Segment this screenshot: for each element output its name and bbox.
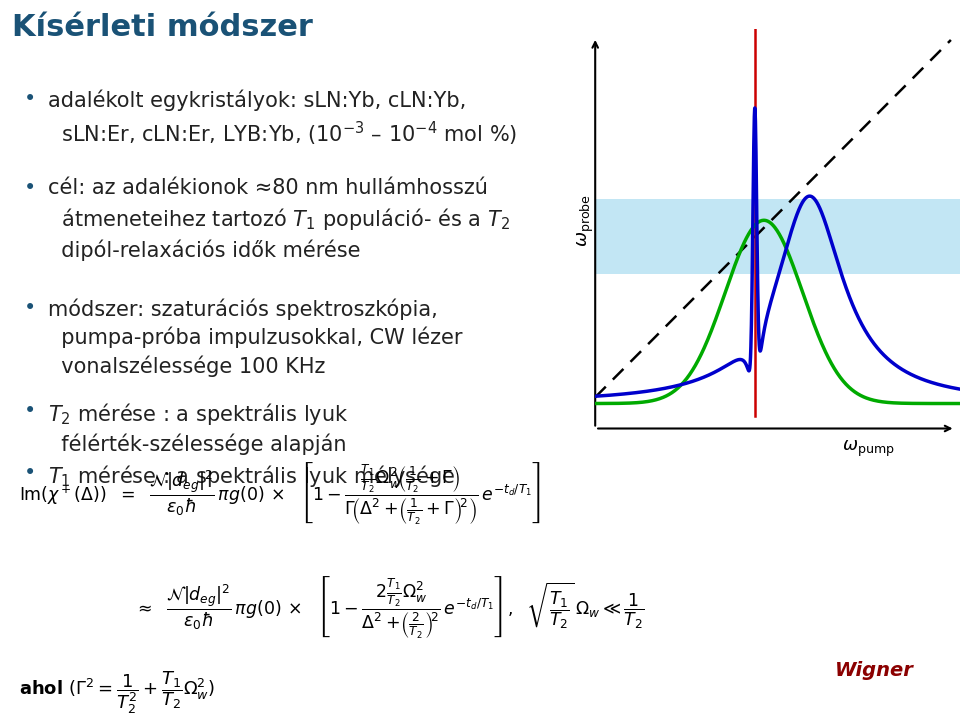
Text: $T_2$ mérése : a spektrális lyuk
  félérték-szélessége alapján: $T_2$ mérése : a spektrális lyuk félérté… <box>48 401 348 455</box>
Text: $T_1$ mérése : a spektrális lyuk mélysége: $T_1$ mérése : a spektrális lyuk mélység… <box>48 463 455 489</box>
Text: $\omega_\mathrm{probe}$: $\omega_\mathrm{probe}$ <box>576 194 596 247</box>
Text: •: • <box>24 401 36 421</box>
Text: Wigner: Wigner <box>835 661 914 679</box>
Text: •: • <box>24 89 36 109</box>
Text: $\mathrm{Im}(\chi^+(\Delta))$  $=$  $\dfrac{\mathcal{N}|d_{eg}|^2}{\varepsilon_0: $\mathrm{Im}(\chi^+(\Delta))$ $=$ $\dfra… <box>19 460 541 526</box>
Text: $\approx$  $\dfrac{\mathcal{N}|d_{eg}|^2}{\varepsilon_0\hbar}\,\pi g(0)\,\times$: $\approx$ $\dfrac{\mathcal{N}|d_{eg}|^2}… <box>134 574 645 640</box>
Text: •: • <box>24 463 36 483</box>
Text: •: • <box>24 298 36 318</box>
Text: •: • <box>24 178 36 198</box>
Bar <box>595 200 960 274</box>
Text: adalékolt egykristályok: sLN:Yb, cLN:Yb,
  sLN:Er, cLN:Er, LYB:Yb, (10$^{-3}$ – : adalékolt egykristályok: sLN:Yb, cLN:Yb,… <box>48 89 516 148</box>
Text: Kísérleti módszer: Kísérleti módszer <box>12 14 313 42</box>
Text: módszer: szaturációs spektroszkópia,
  pumpa-próba impulzusokkal, CW lézer
  von: módszer: szaturációs spektroszkópia, pum… <box>48 298 462 377</box>
Text: $\omega_\mathrm{pump}$: $\omega_\mathrm{pump}$ <box>843 439 895 459</box>
Text: cél: az adalékionok ≈80 nm hullámhosszú
  átmeneteihez tartozó $T_1$ populáció- : cél: az adalékionok ≈80 nm hullámhosszú … <box>48 178 510 261</box>
Text: $\mathbf{ahol}\ (\Gamma^2 = \dfrac{1}{T_2^2} + \dfrac{T_1}{T_2}\Omega_w^2)$: $\mathbf{ahol}\ (\Gamma^2 = \dfrac{1}{T_… <box>19 669 215 716</box>
